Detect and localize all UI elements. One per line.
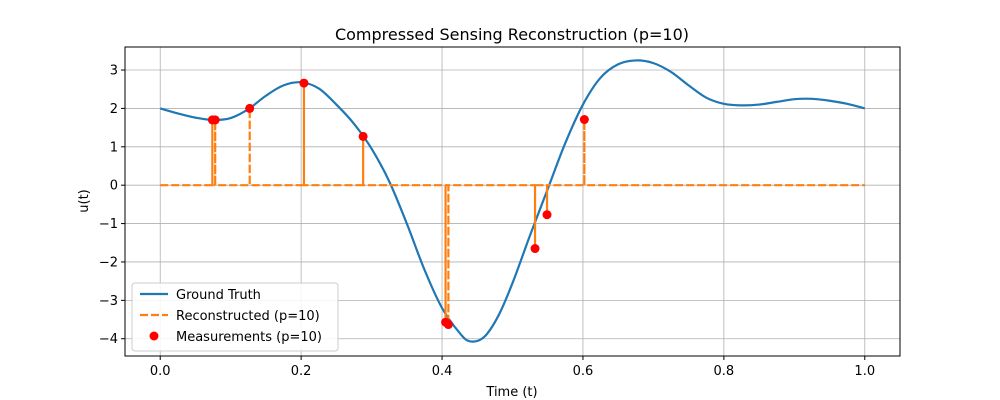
x-tick-label: 1.0 — [854, 364, 875, 379]
measurement-point — [245, 103, 255, 113]
measurement-point — [579, 115, 589, 125]
measurement-point — [210, 115, 220, 125]
reconstructed-line — [160, 83, 865, 325]
y-tick-label: 3 — [110, 64, 118, 79]
plot-frame — [124, 46, 901, 357]
measurement-point — [358, 131, 368, 141]
x-tick-label: 0.8 — [714, 364, 735, 379]
y-tick-label: −2 — [99, 255, 118, 270]
legend-box — [131, 282, 339, 352]
measurement-point — [530, 244, 540, 254]
x-axis-title: Time (t) — [485, 385, 537, 400]
y-tick-label: 1 — [110, 140, 118, 155]
ground-truth-line — [159, 59, 866, 343]
axes-ticks: 0.0 0.2 0.4 0.6 0.8 1.0 −4 −3 −2 −1 0 1 2 3 — [99, 64, 875, 379]
legend-label-ground-truth: Ground Truth — [176, 288, 261, 303]
y-tick-label: −1 — [99, 217, 118, 232]
x-tick-label: 0.2 — [291, 364, 312, 379]
y-tick-label: 0 — [110, 179, 118, 194]
chart-title: Compressed Sensing Reconstruction (p=10) — [335, 25, 689, 44]
x-tick-label: 0.4 — [432, 364, 453, 379]
legend-label-measurements: Measurements (p=10) — [176, 330, 322, 345]
plot-area — [159, 59, 866, 343]
y-tick-label: 2 — [110, 102, 118, 117]
y-tick-label: −3 — [99, 294, 118, 309]
legend: Ground Truth Reconstructed (p=10) Measur… — [131, 282, 339, 352]
legend-label-reconstructed: Reconstructed (p=10) — [176, 309, 320, 324]
x-tick-label: 0.0 — [150, 364, 171, 379]
measurement-point — [542, 210, 552, 220]
measurement-point — [299, 78, 309, 88]
x-tick-label: 0.6 — [573, 364, 594, 379]
legend-swatch-measurements — [149, 331, 159, 341]
y-tick-label: −4 — [99, 332, 118, 347]
y-axis-title: u(t) — [77, 189, 92, 212]
measurement-point — [443, 320, 453, 330]
